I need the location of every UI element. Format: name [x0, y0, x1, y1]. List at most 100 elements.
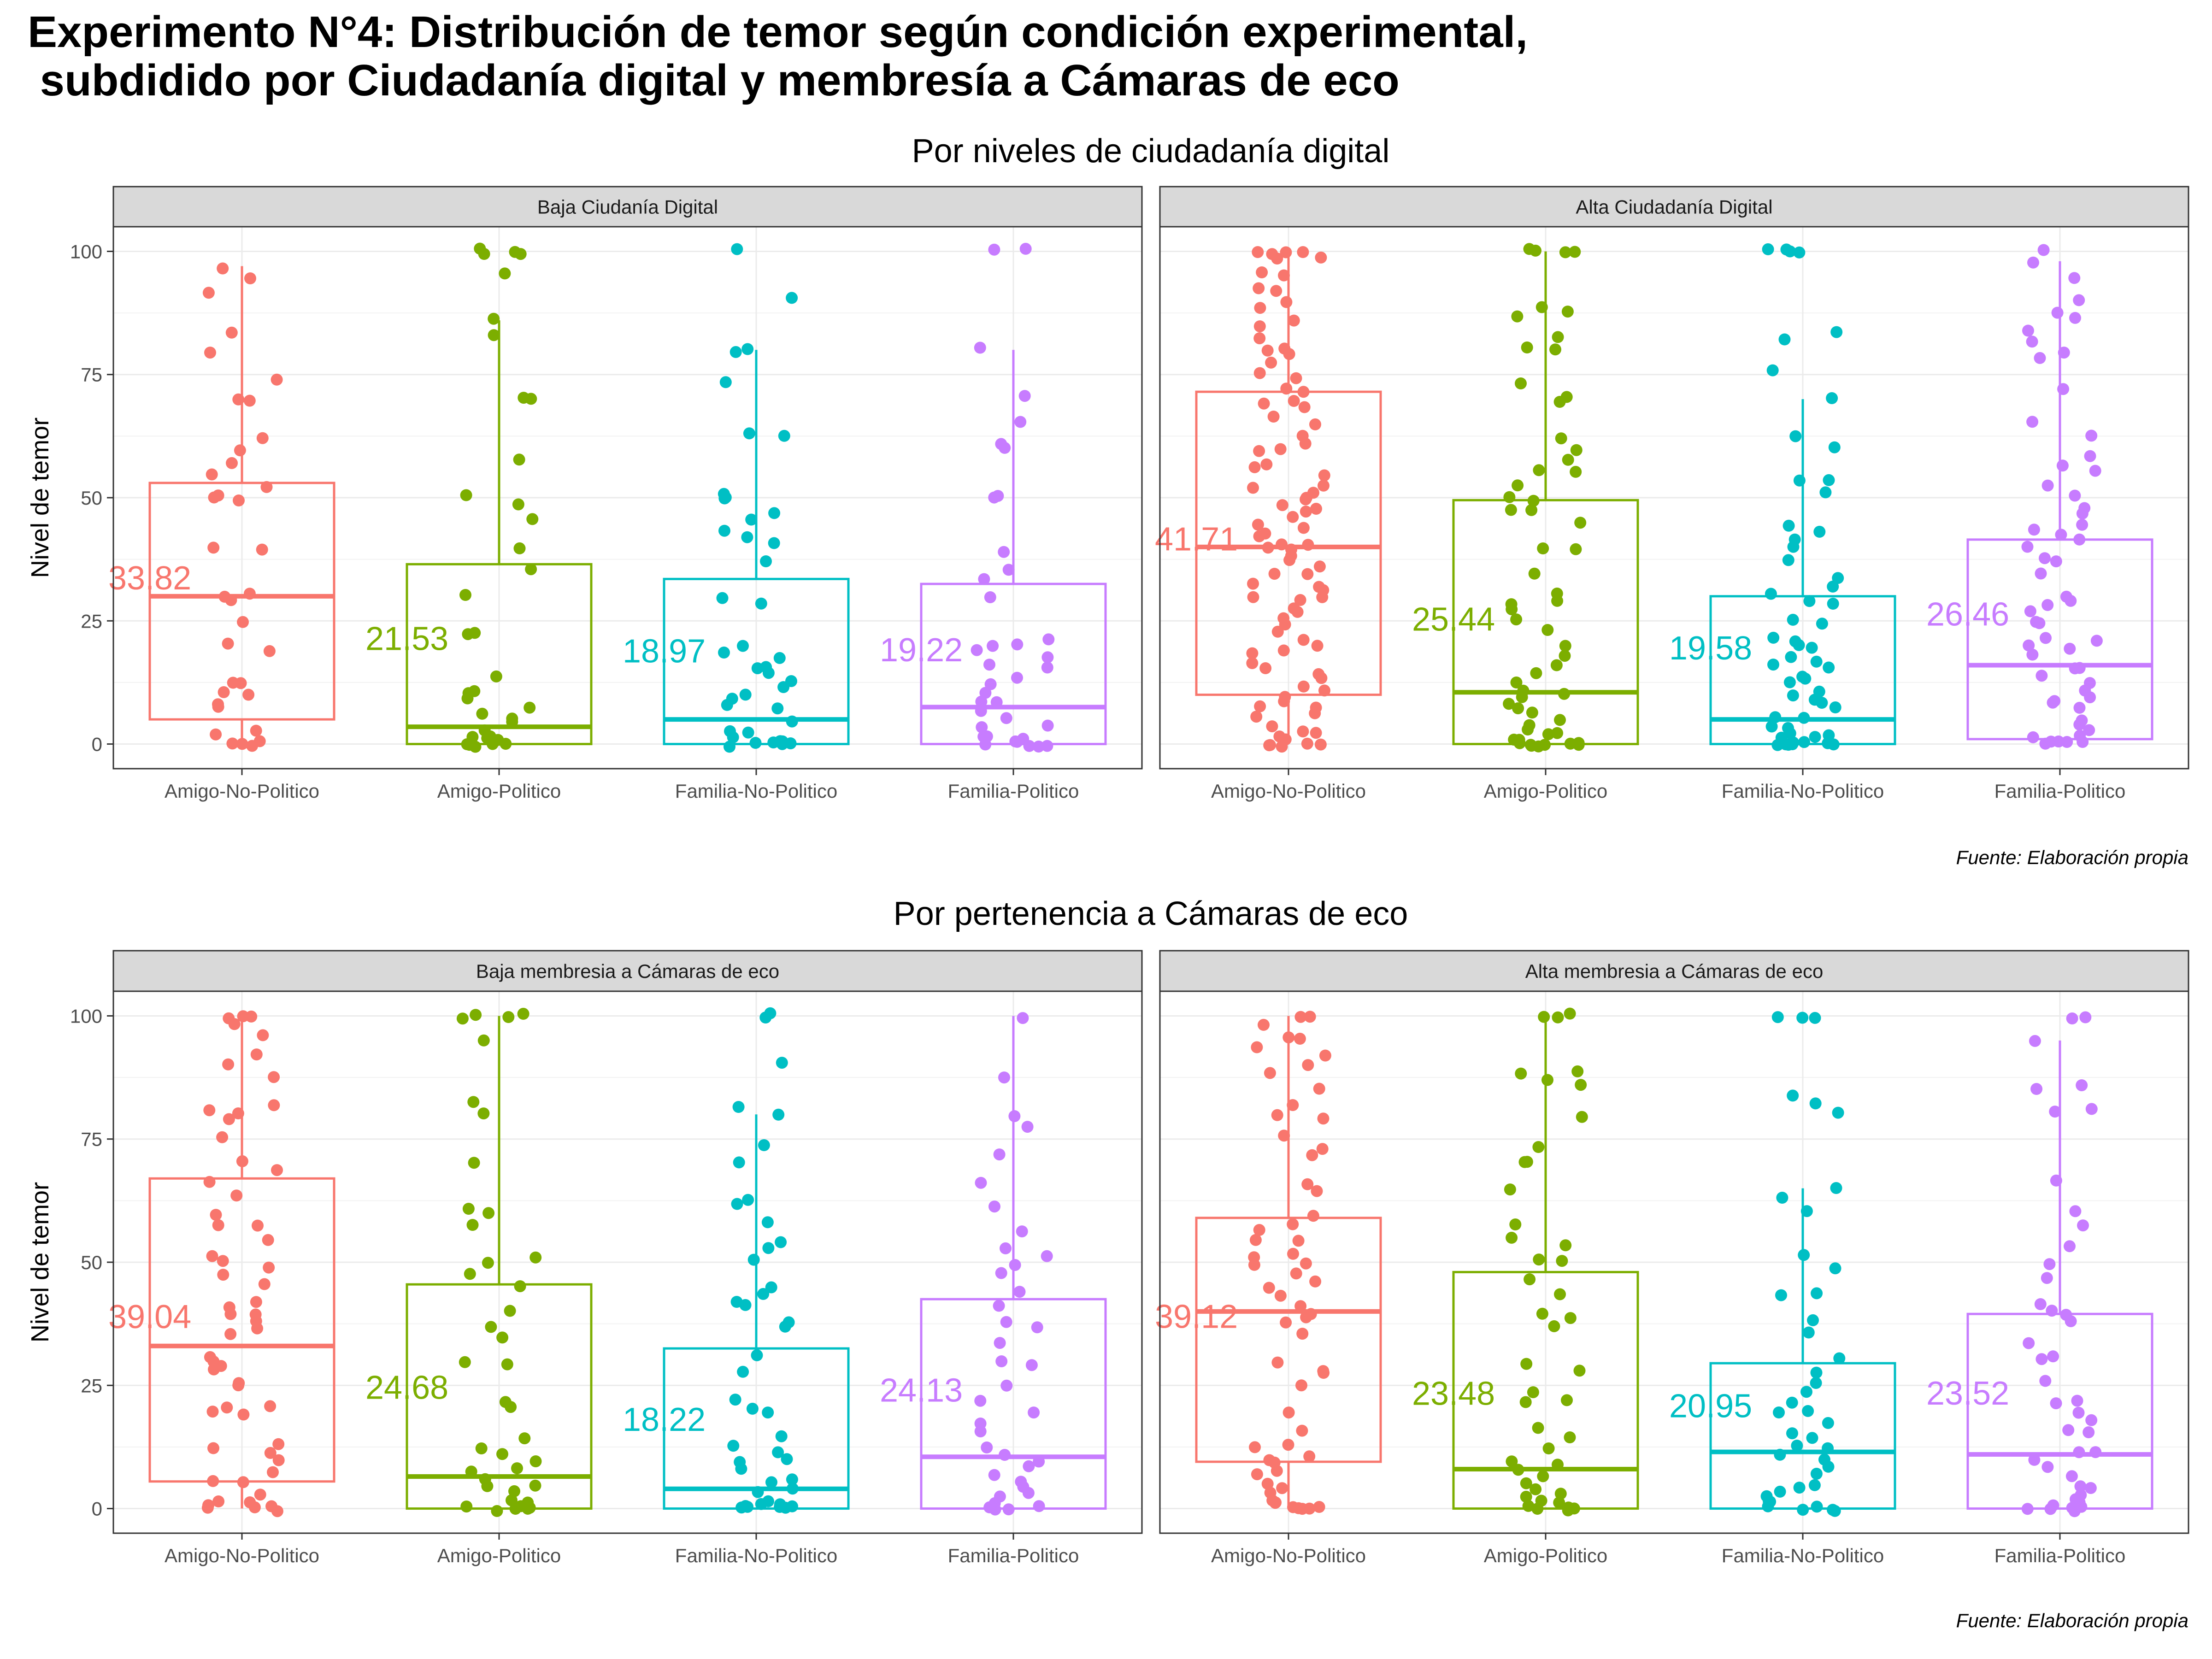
x-tick-label: Amigo-Politico — [1484, 1545, 1607, 1566]
data-point — [232, 1379, 245, 1392]
data-point — [1315, 251, 1327, 264]
data-point — [1290, 372, 1302, 384]
data-point — [2089, 465, 2101, 477]
data-point — [739, 1299, 752, 1311]
data-point — [1254, 700, 1266, 712]
y-tick-label: 100 — [70, 241, 102, 262]
data-point — [2084, 691, 2096, 704]
data-point — [1309, 707, 1321, 719]
data-point — [1306, 1149, 1318, 1161]
box-Amigo-Politico — [1452, 1016, 1639, 1510]
data-point — [1041, 740, 1053, 752]
y-tick-label: 75 — [81, 364, 102, 386]
data-point — [1294, 594, 1306, 606]
data-point — [1506, 1455, 1518, 1468]
data-point — [208, 491, 220, 504]
data-point — [1310, 503, 1322, 515]
data-point — [1000, 1379, 1013, 1392]
data-point — [2027, 256, 2039, 269]
data-point — [1806, 1432, 1818, 1444]
data-point — [2024, 605, 2036, 618]
panel-border — [1159, 990, 2189, 1534]
data-point — [1313, 560, 1326, 573]
data-point — [1554, 1288, 1566, 1300]
data-point — [1011, 671, 1023, 684]
x-tick-label: Familia-Politico — [1994, 780, 2126, 802]
data-point — [468, 1157, 480, 1169]
data-point — [2073, 701, 2086, 714]
data-point — [496, 1448, 508, 1460]
data-point — [1002, 1503, 1015, 1516]
data-point — [1248, 1259, 1260, 1271]
data-point — [264, 1400, 276, 1412]
data-point — [1276, 499, 1288, 512]
data-point — [1262, 541, 1274, 554]
mean-label: 39.04 — [108, 1299, 191, 1335]
data-point — [246, 740, 259, 752]
data-point — [1299, 437, 1312, 450]
data-point — [207, 541, 220, 554]
data-point — [1574, 517, 1587, 529]
data-point — [1553, 396, 1566, 408]
data-point — [1765, 720, 1778, 733]
data-point — [206, 1250, 218, 1262]
data-point — [1572, 739, 1585, 751]
data-point — [496, 1331, 509, 1344]
data-point — [265, 1500, 278, 1512]
data-point — [1533, 464, 1545, 477]
data-point — [1575, 1079, 1587, 1091]
data-point — [1808, 1479, 1821, 1491]
mean-label: 39.12 — [1155, 1298, 1238, 1335]
data-point — [1774, 1485, 1786, 1498]
data-point — [1318, 469, 1330, 482]
y-tick-label: 0 — [92, 734, 102, 755]
data-point — [1811, 1500, 1823, 1513]
data-point — [1800, 1386, 1812, 1398]
data-point — [1784, 245, 1796, 258]
data-point — [984, 678, 997, 690]
data-point — [260, 481, 273, 493]
data-point — [1767, 659, 1779, 671]
data-point — [1791, 1440, 1803, 1452]
data-point — [1769, 711, 1782, 724]
data-point — [268, 1071, 280, 1083]
data-point — [2073, 533, 2086, 546]
data-point — [263, 1261, 275, 1274]
data-point — [1277, 644, 1290, 657]
data-point — [2055, 529, 2067, 541]
facet-strip — [112, 950, 1143, 992]
data-point — [739, 688, 752, 701]
data-point — [243, 588, 256, 600]
data-point — [742, 1194, 754, 1206]
data-point — [974, 341, 986, 354]
data-point — [1786, 1396, 1798, 1409]
data-point — [1810, 1468, 1823, 1480]
data-point — [1809, 1097, 1822, 1110]
data-point — [1823, 661, 1835, 674]
data-point — [459, 589, 471, 601]
data-point — [975, 705, 987, 717]
data-point — [477, 1107, 490, 1120]
data-point — [1263, 1282, 1275, 1294]
data-point — [1296, 1328, 1309, 1340]
data-point — [226, 737, 239, 750]
data-point — [1810, 1377, 1822, 1389]
data-point — [1276, 1482, 1288, 1494]
data-point — [1532, 1422, 1544, 1434]
data-point — [1307, 1210, 1319, 1222]
points-Familia-No-Politico — [1762, 243, 1844, 751]
data-point — [1762, 1500, 1774, 1512]
data-point — [1530, 1483, 1542, 1495]
data-point — [751, 662, 764, 675]
data-point — [2021, 541, 2034, 553]
data-point — [237, 1010, 249, 1023]
data-point — [978, 573, 990, 585]
data-point — [2089, 1446, 2102, 1459]
data-point — [212, 700, 224, 713]
data-point — [506, 716, 518, 728]
data-point — [1266, 720, 1278, 733]
data-point — [1259, 662, 1272, 674]
data-point — [760, 555, 772, 567]
data-point — [1552, 331, 1564, 343]
data-point — [206, 1406, 219, 1418]
